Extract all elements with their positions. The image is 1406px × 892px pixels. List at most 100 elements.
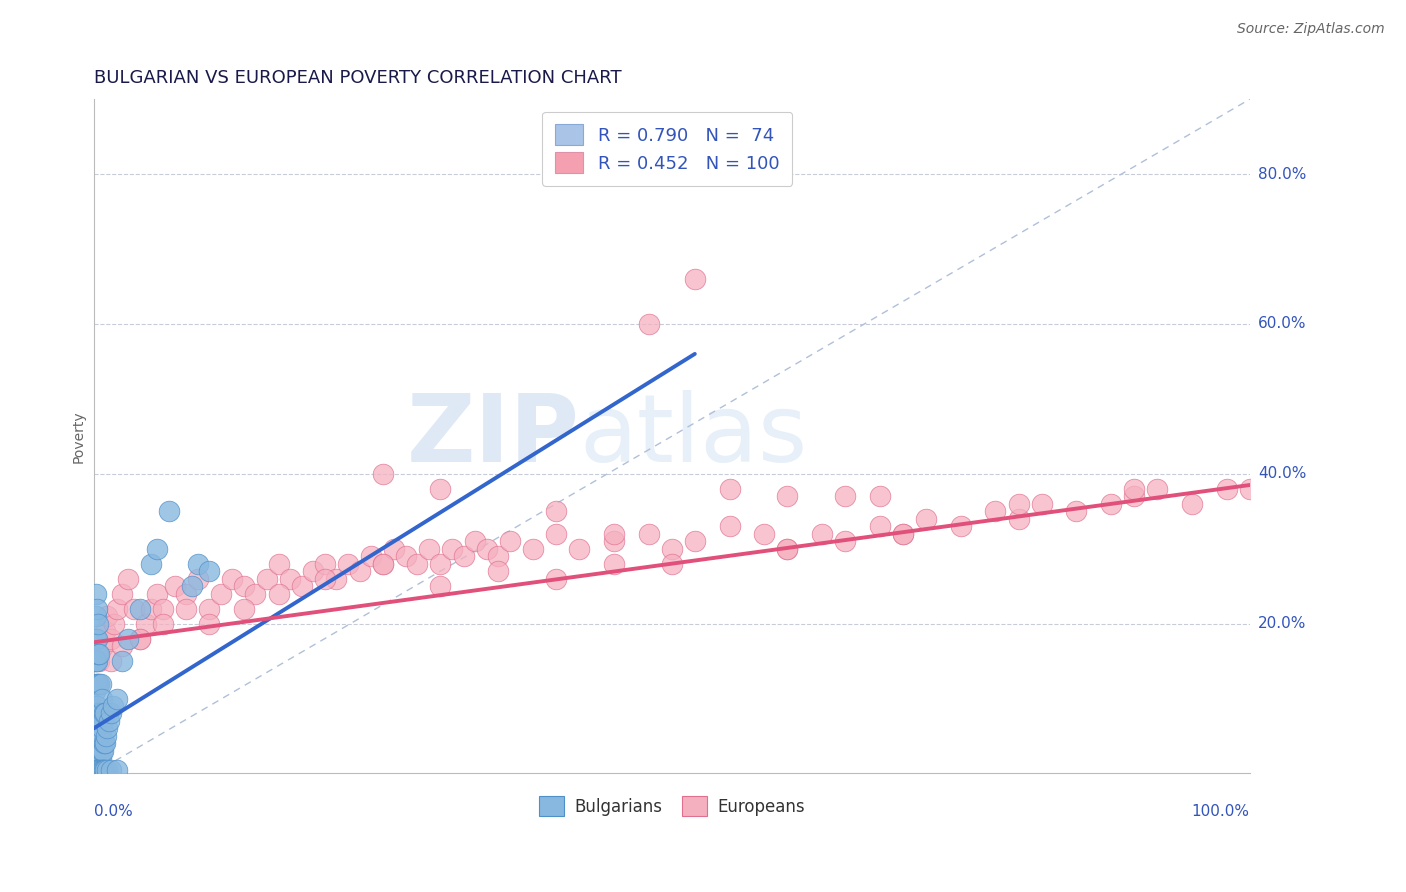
Point [105, 691, 128, 706]
Point [418, 541, 440, 556]
Point [174, 601, 197, 615]
Point [84, 609, 107, 624]
Point [94, 763, 117, 777]
Point [544, 526, 567, 541]
Point [544, 504, 567, 518]
Point [83, 654, 105, 668]
Point [86, 763, 108, 777]
Point [96, 763, 118, 777]
Point [84, 763, 107, 777]
Point [89, 751, 111, 765]
Point [103, 698, 125, 713]
Point [949, 519, 972, 533]
Point [429, 579, 451, 593]
Point [984, 504, 1007, 518]
Point [198, 564, 221, 578]
Point [94, 624, 117, 639]
Point [349, 564, 371, 578]
Point [111, 639, 134, 653]
Point [891, 526, 914, 541]
Point [256, 572, 278, 586]
Point [93, 706, 115, 721]
Point [141, 557, 163, 571]
Text: 40.0%: 40.0% [1258, 467, 1306, 482]
Point [128, 632, 150, 646]
Text: atlas: atlas [579, 391, 807, 483]
Point [180, 579, 202, 593]
Point [111, 587, 134, 601]
Point [776, 541, 799, 556]
Point [683, 272, 706, 286]
Point [603, 557, 626, 571]
Point [89, 706, 111, 721]
Point [100, 763, 122, 777]
Point [86, 632, 108, 646]
Point [86, 601, 108, 615]
Text: 100.0%: 100.0% [1192, 804, 1250, 819]
Point [1181, 497, 1204, 511]
Point [89, 729, 111, 743]
Point [429, 557, 451, 571]
Point [360, 549, 382, 564]
Point [1099, 497, 1122, 511]
Point [429, 482, 451, 496]
Point [1007, 512, 1029, 526]
Point [568, 541, 591, 556]
Point [83, 706, 105, 721]
Point [232, 601, 254, 615]
Point [267, 557, 290, 571]
Point [90, 722, 112, 736]
Point [1239, 482, 1261, 496]
Point [105, 601, 128, 615]
Point [371, 467, 394, 481]
Point [84, 587, 107, 601]
Point [603, 526, 626, 541]
Point [84, 654, 107, 668]
Point [87, 616, 110, 631]
Point [776, 489, 799, 503]
Text: Source: ZipAtlas.com: Source: ZipAtlas.com [1237, 22, 1385, 37]
Point [89, 676, 111, 690]
Point [91, 744, 114, 758]
Point [834, 534, 856, 549]
Point [84, 744, 107, 758]
Point [661, 541, 683, 556]
Point [86, 698, 108, 713]
Point [1031, 497, 1053, 511]
Point [89, 647, 111, 661]
Point [86, 654, 108, 668]
Point [440, 541, 463, 556]
Point [135, 616, 157, 631]
Point [128, 632, 150, 646]
Point [637, 317, 659, 331]
Point [221, 572, 243, 586]
Point [117, 572, 139, 586]
Point [87, 647, 110, 661]
Point [382, 541, 405, 556]
Point [336, 557, 359, 571]
Point [89, 676, 111, 690]
Point [869, 489, 891, 503]
Point [128, 601, 150, 615]
Point [486, 549, 509, 564]
Point [486, 564, 509, 578]
Point [105, 763, 128, 777]
Point [1066, 504, 1088, 518]
Point [103, 616, 125, 631]
Point [97, 714, 120, 728]
Point [776, 541, 799, 556]
Point [86, 744, 108, 758]
Point [811, 526, 834, 541]
Point [83, 729, 105, 743]
Point [87, 751, 110, 765]
Point [122, 601, 145, 615]
Point [90, 763, 112, 777]
Point [718, 519, 741, 533]
Point [198, 601, 221, 615]
Point [84, 676, 107, 690]
Point [100, 632, 122, 646]
Point [187, 557, 209, 571]
Point [83, 763, 105, 777]
Point [83, 751, 105, 765]
Point [683, 534, 706, 549]
